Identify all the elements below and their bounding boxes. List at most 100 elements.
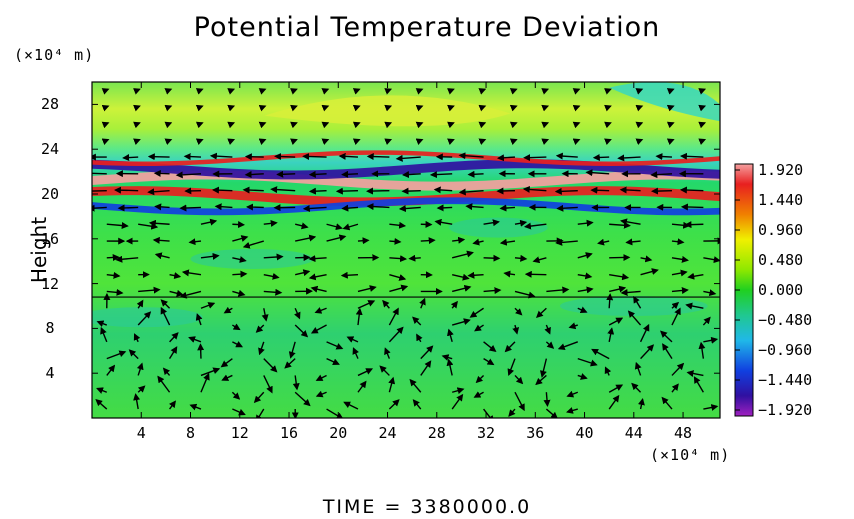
- wind-vector: [566, 407, 578, 414]
- wind-vector: [451, 387, 465, 395]
- wind-vector: [398, 205, 421, 213]
- wind-vector: [635, 138, 644, 146]
- wind-vector: [388, 399, 400, 410]
- wind-vector: [310, 285, 327, 293]
- x-tick-label: 44: [624, 424, 643, 442]
- wind-vector: [640, 344, 655, 360]
- wind-vector: [242, 186, 264, 194]
- wind-vector: [702, 316, 711, 326]
- wind-vector: [509, 138, 518, 146]
- wind-vector: [447, 121, 455, 129]
- wind-vector: [590, 186, 610, 194]
- wind-vector: [101, 138, 110, 146]
- wind-vector: [577, 357, 598, 367]
- wind-vector: [483, 219, 500, 227]
- wind-vector: [514, 391, 525, 412]
- wind-vector: [441, 354, 453, 361]
- wind-vector: [294, 391, 311, 407]
- wind-vector: [685, 302, 704, 310]
- wind-vector: [507, 358, 516, 377]
- wind-vector: [512, 324, 520, 335]
- wind-vector: [164, 88, 173, 95]
- wind-vector: [698, 104, 707, 112]
- wind-vector: [467, 170, 484, 178]
- wind-vector: [419, 297, 426, 309]
- wind-vector: [541, 121, 550, 129]
- wind-vector: [638, 397, 645, 410]
- wind-vector: [308, 273, 327, 281]
- wind-vector: [340, 271, 359, 279]
- x-tick-label: 40: [575, 424, 594, 442]
- wind-vector: [478, 138, 487, 146]
- wind-vector: [478, 121, 487, 129]
- wind-vector: [420, 237, 436, 245]
- wind-vector: [310, 324, 327, 334]
- wind-vector: [133, 88, 141, 95]
- wind-vector: [106, 350, 127, 360]
- wind-vector: [447, 138, 455, 146]
- x-tick-label: 24: [378, 424, 397, 442]
- wind-vector: [169, 272, 182, 279]
- wind-vector: [244, 170, 264, 178]
- wind-vector: [436, 204, 453, 212]
- wind-vector: [295, 234, 317, 242]
- y-axis-unit: (×10⁴ m): [14, 46, 95, 64]
- wind-vector: [577, 286, 594, 294]
- wind-vector: [314, 307, 327, 314]
- wind-vector: [639, 323, 650, 343]
- wind-vector: [625, 238, 641, 246]
- wind-vector: [604, 366, 612, 376]
- x-tick-label: 20: [329, 424, 348, 442]
- wind-vector: [446, 358, 454, 376]
- wind-vector: [523, 222, 547, 230]
- chart-title: Potential Temperature Deviation: [193, 12, 661, 43]
- wind-vector: [635, 104, 644, 112]
- y-tick-label: 20: [40, 185, 60, 203]
- wind-vector: [591, 348, 610, 360]
- wind-vector: [566, 390, 579, 398]
- wind-vector: [154, 203, 170, 211]
- wind-vector: [101, 104, 110, 112]
- wind-vector: [703, 404, 719, 411]
- wind-vector: [604, 88, 612, 95]
- wind-vector: [541, 138, 550, 146]
- wind-vector: [292, 375, 300, 391]
- wind-vector: [195, 138, 204, 146]
- wind-vector: [352, 138, 361, 146]
- wind-vector: [532, 256, 547, 264]
- wind-vector: [315, 390, 327, 398]
- wind-vector: [679, 152, 704, 160]
- wind-vector: [585, 169, 610, 177]
- wind-vector: [483, 408, 495, 418]
- wind-vector: [188, 238, 202, 246]
- wind-vector: [483, 358, 495, 366]
- wind-vector: [416, 333, 423, 343]
- x-tick-label: 16: [279, 424, 299, 442]
- wind-vector: [472, 238, 484, 246]
- wind-vector: [227, 138, 236, 146]
- wind-vector: [138, 286, 161, 294]
- wind-vector: [92, 204, 107, 212]
- wind-vector: [200, 252, 220, 260]
- wind-vector: [634, 361, 642, 376]
- wind-vector: [509, 121, 518, 129]
- wind-vector: [671, 238, 685, 246]
- wind-vector: [604, 104, 612, 112]
- wind-vector: [128, 349, 139, 360]
- wind-vector: [483, 341, 497, 353]
- wind-vector: [326, 234, 347, 242]
- wind-vector: [200, 367, 221, 377]
- wind-vector: [295, 222, 309, 230]
- wind-vector: [473, 391, 484, 398]
- wind-vector: [633, 295, 642, 309]
- wind-vector: [554, 187, 578, 195]
- wind-vector: [379, 365, 390, 376]
- wind-vector: [232, 221, 246, 229]
- heatmap-patch: [449, 217, 548, 238]
- wind-vector: [157, 375, 171, 393]
- wind-vector: [572, 104, 581, 112]
- wind-vector: [101, 121, 110, 129]
- heatmap-band: [92, 197, 720, 216]
- wind-vector: [223, 306, 233, 314]
